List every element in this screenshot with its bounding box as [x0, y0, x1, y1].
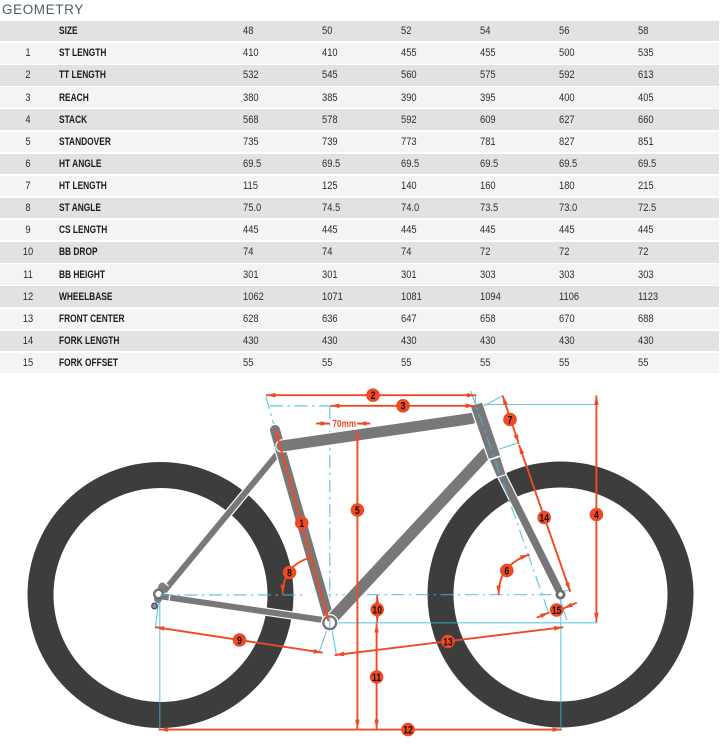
- svg-text:4: 4: [594, 510, 599, 522]
- svg-text:8: 8: [287, 568, 292, 580]
- svg-text:15: 15: [552, 605, 562, 617]
- svg-text:1: 1: [299, 518, 304, 530]
- svg-text:11: 11: [372, 672, 382, 684]
- svg-text:10: 10: [372, 605, 382, 617]
- svg-text:14: 14: [539, 513, 549, 525]
- svg-text:70mm: 70mm: [333, 418, 357, 429]
- svg-text:3: 3: [401, 401, 406, 413]
- svg-text:12: 12: [403, 725, 413, 737]
- svg-text:2: 2: [371, 390, 376, 402]
- svg-text:7: 7: [508, 415, 513, 427]
- svg-text:6: 6: [504, 566, 509, 578]
- svg-text:9: 9: [237, 635, 242, 647]
- svg-text:13: 13: [443, 637, 453, 649]
- svg-text:5: 5: [355, 505, 360, 517]
